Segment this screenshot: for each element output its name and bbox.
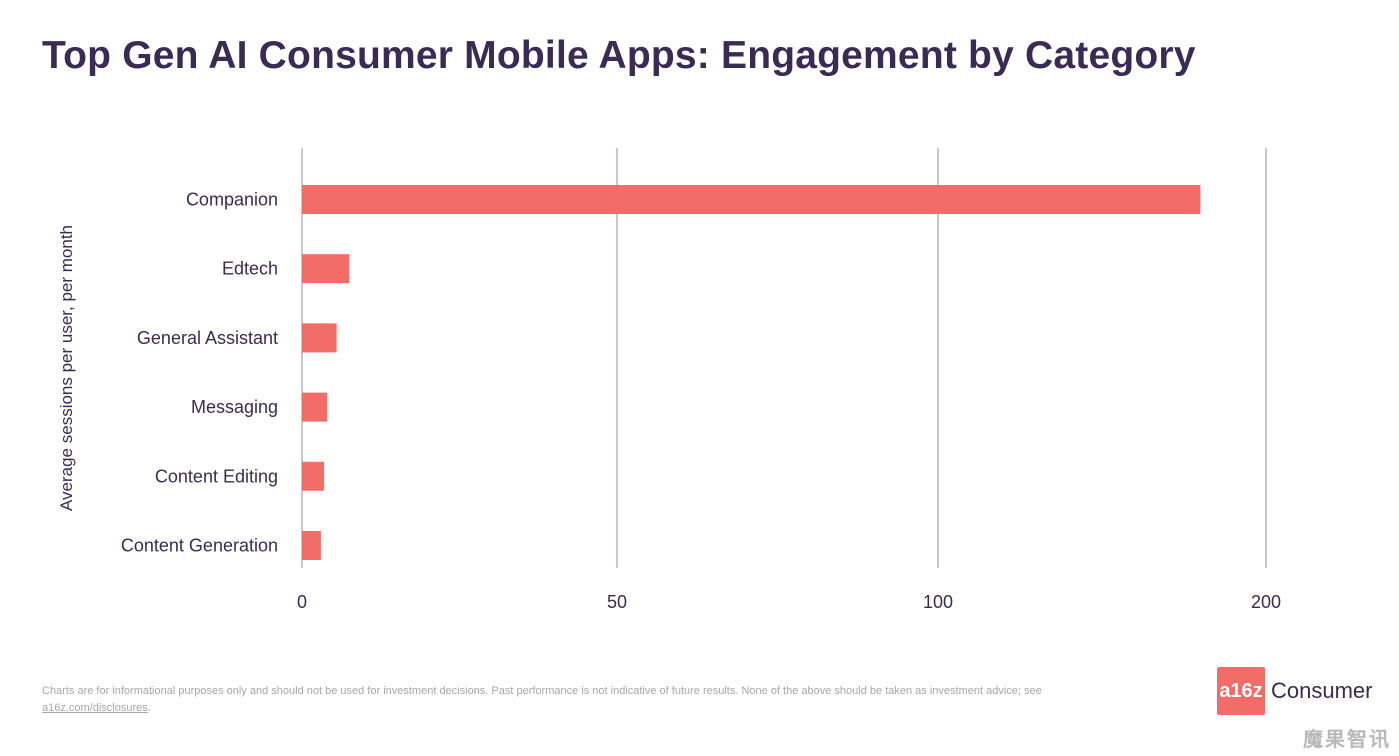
logo-text: Consumer	[1271, 678, 1373, 703]
disclaimer-end: .	[147, 702, 151, 714]
bars	[302, 185, 1201, 560]
bar	[302, 531, 321, 560]
category-label: Edtech	[222, 259, 278, 279]
category-labels: Companion Edtech General Assistant Messagin…	[121, 190, 278, 556]
disclosures-link[interactable]: a16z.com/disclosures	[42, 702, 148, 714]
bar	[302, 254, 350, 284]
x-tick-label: 0	[297, 592, 307, 612]
bar	[302, 323, 337, 353]
x-tick-label: 100	[923, 592, 953, 612]
category-label: General Assistant	[137, 328, 278, 348]
category-label: Companion	[186, 190, 278, 210]
chart-title: Top Gen AI Consumer Mobile Apps: Engagem…	[42, 34, 1196, 77]
y-axis-label: Average sessions per user, per month	[57, 225, 76, 511]
category-label: Content Editing	[155, 466, 278, 486]
category-label: Messaging	[191, 397, 278, 417]
a16z-logo-mark: a16z	[1217, 667, 1265, 715]
bar	[302, 392, 328, 422]
bar	[302, 461, 325, 491]
disclaimer-text: Charts are for informational purposes on…	[42, 685, 1042, 697]
gridlines	[301, 148, 1267, 568]
category-label: Content Generation	[121, 536, 278, 556]
x-tick-labels: 0 50 100 200	[297, 592, 1281, 612]
watermark: 魔果智讯	[1303, 729, 1391, 751]
x-tick-label: 200	[1251, 592, 1281, 612]
disclaimer: Charts are for informational purposes on…	[42, 683, 1102, 717]
x-tick-label: 50	[607, 592, 627, 612]
bar	[302, 185, 1201, 214]
a16z-consumer-logo: a16z Consumer	[1217, 667, 1372, 715]
